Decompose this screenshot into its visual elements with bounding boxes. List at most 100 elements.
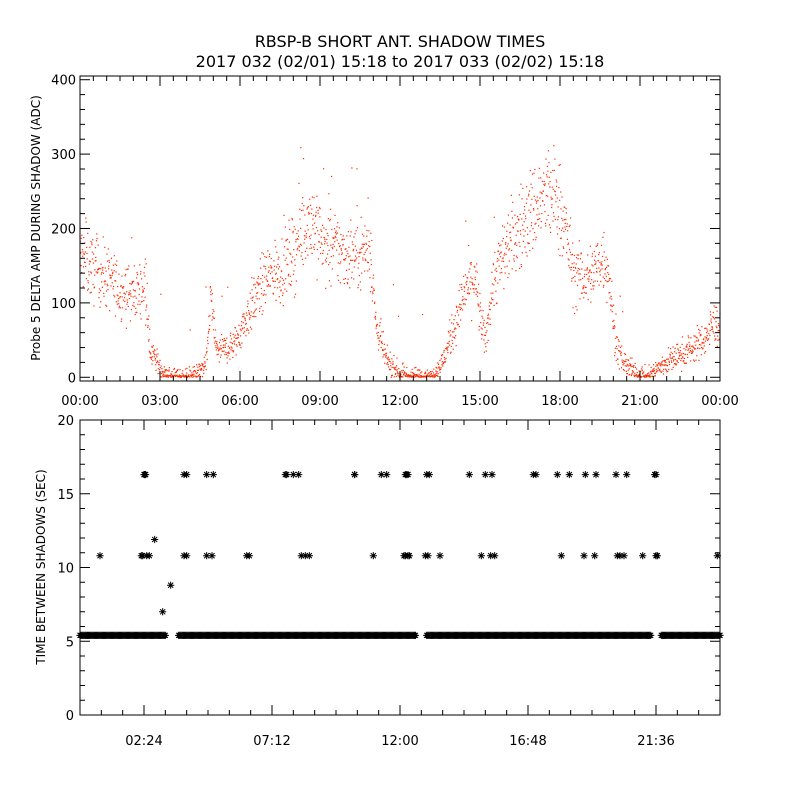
delta-amp-point: [220, 348, 222, 350]
delta-amp-point: [448, 340, 450, 343]
delta-amp-point: [491, 271, 493, 273]
delta-amp-point: [567, 230, 569, 232]
delta-amp-point: [691, 352, 693, 354]
delta-amp-point: [185, 374, 188, 376]
delta-amp-point: [606, 301, 608, 304]
delta-amp-point: [285, 278, 287, 280]
delta-amp-point: [361, 233, 364, 235]
delta-amp-point: [237, 333, 239, 335]
delta-amp-point: [217, 347, 219, 349]
delta-amp-point: [92, 283, 94, 285]
x-tick-label: 00:00: [61, 394, 98, 409]
delta-amp-point: [360, 289, 362, 291]
delta-amp-point: [518, 219, 520, 221]
delta-amp-point: [222, 344, 225, 346]
x-tick-label: 16:48: [509, 734, 546, 749]
delta-amp-point: [547, 195, 549, 197]
delta-amp-point: [260, 287, 263, 290]
delta-amp-point: [348, 263, 351, 265]
delta-amp-point: [618, 345, 620, 347]
delta-amp-point: [575, 263, 577, 265]
delta-amp-point: [606, 266, 608, 268]
delta-amp-point: [365, 259, 367, 262]
delta-amp-point: [419, 369, 421, 371]
delta-amp-point: [249, 292, 251, 294]
delta-amp-point: [85, 265, 87, 268]
delta-amp-point: [222, 350, 224, 353]
delta-amp-point: [568, 265, 570, 267]
delta-amp-point: [611, 280, 613, 282]
delta-amp-point: [634, 372, 636, 374]
delta-amp-point: [537, 208, 539, 210]
delta-amp-point: [402, 369, 404, 371]
delta-amp-point: [198, 374, 201, 376]
delta-amp-point: [133, 305, 135, 308]
delta-amp-point: [662, 364, 664, 366]
delta-amp-point: [229, 335, 232, 337]
delta-amp-point: [652, 375, 654, 377]
delta-amp-point: [410, 371, 412, 373]
delta-amp-point: [278, 281, 280, 284]
delta-amp-point: [357, 287, 359, 289]
delta-amp-point: [113, 270, 115, 272]
delta-amp-point: [678, 349, 680, 351]
delta-amp-point: [425, 372, 427, 374]
delta-amp-point: [525, 186, 528, 188]
delta-amp-point: [107, 285, 109, 287]
delta-amp-point: [674, 358, 677, 361]
delta-amp-point: [136, 282, 138, 284]
delta-amp-point: [411, 368, 413, 370]
delta-amp-point: [199, 375, 202, 378]
delta-amp-point: [141, 278, 143, 280]
delta-amp-point: [554, 218, 556, 220]
delta-amp-point: [561, 196, 563, 198]
delta-amp-point: [283, 254, 285, 256]
delta-amp-point: [385, 354, 387, 357]
delta-amp-point: [252, 315, 254, 318]
delta-amp-point: [546, 219, 548, 221]
delta-amp-point: [566, 251, 568, 254]
delta-amp-point: [524, 215, 527, 217]
delta-amp-point: [577, 267, 579, 270]
delta-amp-point: [607, 280, 609, 282]
delta-amp-point: [535, 222, 537, 224]
delta-amp-point: [176, 374, 178, 376]
delta-amp-point: [193, 375, 195, 377]
delta-amp-point: [700, 344, 702, 346]
delta-amp-point: [120, 320, 122, 322]
shadow-interval-star: [487, 552, 495, 560]
delta-amp-point: [561, 255, 563, 257]
delta-amp-point: [527, 233, 529, 236]
delta-amp-point: [535, 202, 538, 204]
delta-amp-point: [523, 221, 525, 223]
delta-amp-point: [337, 279, 340, 281]
delta-amp-point: [144, 258, 146, 260]
delta-amp-point: [281, 238, 283, 240]
delta-amp-point: [685, 349, 687, 351]
delta-amp-point: [347, 278, 349, 280]
delta-amp-point: [404, 372, 406, 374]
delta-amp-point: [419, 376, 421, 378]
delta-amp-point: [501, 240, 503, 242]
delta-amp-point: [690, 351, 692, 353]
delta-amp-point: [568, 259, 570, 261]
delta-amp-point: [663, 359, 666, 362]
delta-amp-point: [476, 291, 478, 293]
delta-amp-point: [420, 375, 423, 377]
delta-amp-point: [436, 372, 438, 374]
delta-amp-point: [85, 217, 87, 219]
delta-amp-point: [547, 150, 550, 152]
delta-amp-point: [313, 248, 315, 251]
delta-amp-point: [643, 376, 646, 378]
delta-amp-point: [661, 361, 663, 363]
delta-amp-point: [499, 245, 501, 247]
delta-amp-point: [403, 366, 405, 368]
delta-amp-point: [387, 356, 389, 358]
delta-amp-point: [332, 255, 335, 257]
delta-amp-point: [275, 299, 277, 301]
delta-amp-point: [155, 354, 157, 356]
delta-amp-point: [634, 366, 637, 368]
delta-amp-point: [517, 218, 519, 220]
delta-amp-point: [511, 217, 514, 219]
delta-amp-point: [456, 309, 459, 311]
